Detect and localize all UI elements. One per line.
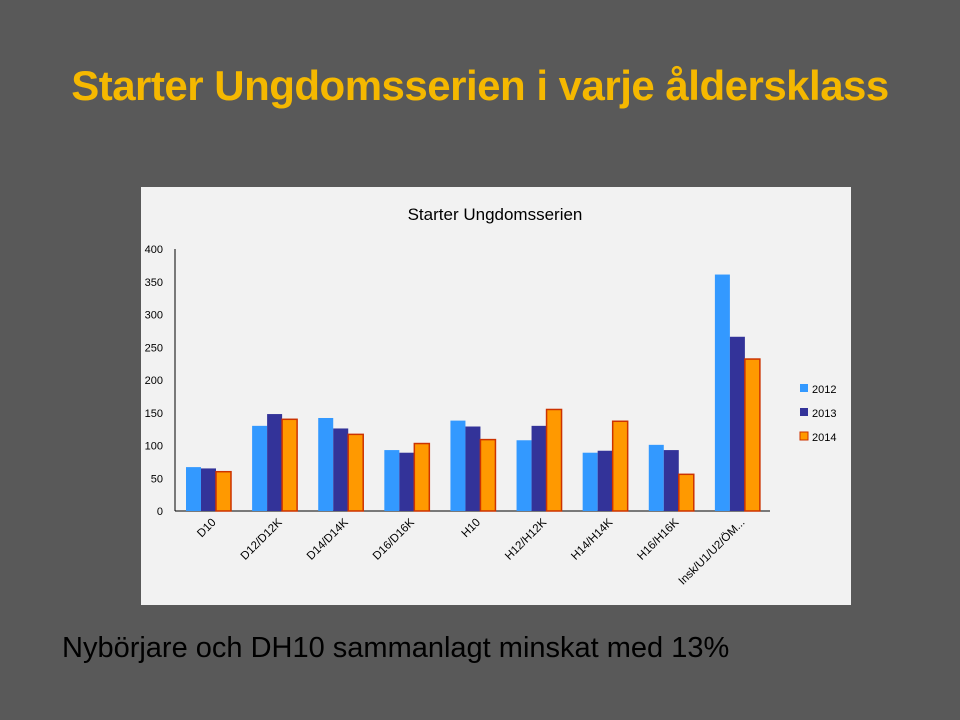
y-tick-label: 150 bbox=[145, 408, 163, 420]
x-tick-label: H10 bbox=[460, 517, 483, 540]
y-tick-label: 250 bbox=[145, 342, 163, 354]
bar-2012 bbox=[648, 444, 664, 511]
bar-2012 bbox=[318, 417, 334, 511]
y-tick-label: 350 bbox=[145, 277, 163, 289]
bar-2014 bbox=[744, 358, 761, 512]
bar-2014 bbox=[611, 420, 629, 512]
x-tick-label: D10 bbox=[195, 517, 218, 540]
bar-2012 bbox=[582, 452, 598, 511]
bar-chart: Starter Ungdomsserien 0 50 100 150 200 250 300… bbox=[145, 205, 837, 587]
x-tick-label: D16/D16K bbox=[371, 516, 417, 562]
bar-2012 bbox=[516, 440, 532, 511]
bar-2013 bbox=[201, 468, 216, 511]
chart-title: Starter Ungdomsserien bbox=[408, 205, 583, 224]
bar-2013 bbox=[597, 450, 613, 511]
bar-2013 bbox=[531, 425, 547, 511]
bar-2013 bbox=[333, 428, 349, 511]
bars bbox=[186, 274, 761, 512]
bar-2012 bbox=[186, 467, 201, 511]
bar-2012 bbox=[384, 450, 400, 511]
bar-2014 bbox=[215, 470, 232, 512]
bar-2012 bbox=[252, 425, 268, 511]
bar-2013 bbox=[267, 414, 283, 511]
bar-2013 bbox=[729, 336, 745, 511]
slide-title: Starter Ungdomsserien i varje åldersklas… bbox=[71, 62, 889, 109]
bar-2013 bbox=[663, 450, 679, 511]
x-tick-label: D12/D12K bbox=[239, 516, 285, 562]
y-tick-label: 50 bbox=[151, 473, 163, 485]
bar-2013 bbox=[399, 452, 415, 511]
x-tick-label: H12/H12K bbox=[503, 516, 549, 562]
legend-swatch-2014 bbox=[799, 431, 809, 441]
x-tick-label: H14/H14K bbox=[569, 516, 615, 562]
legend-label-2014: 2014 bbox=[812, 432, 836, 444]
y-tick-label: 100 bbox=[145, 441, 163, 453]
legend: 2012 2013 2014 bbox=[799, 384, 836, 444]
bar-2014 bbox=[545, 408, 563, 512]
chart-area: Starter Ungdomsserien 0 50 100 150 200 250 300… bbox=[141, 187, 851, 605]
legend-swatch-2013 bbox=[800, 408, 808, 416]
bar-2014 bbox=[413, 442, 431, 512]
bar-2013 bbox=[465, 426, 481, 511]
legend-label-2012: 2012 bbox=[812, 384, 836, 396]
legend-swatch-2012 bbox=[800, 384, 808, 392]
y-tick-label: 400 bbox=[145, 244, 163, 256]
bar-2014 bbox=[347, 433, 364, 512]
y-tick-label: 300 bbox=[145, 310, 163, 322]
bar-2014 bbox=[678, 473, 695, 512]
y-tick-label: 0 bbox=[157, 506, 163, 518]
bar-2014 bbox=[281, 418, 298, 512]
slide-caption: Nybörjare och DH10 sammanlagt minskat me… bbox=[62, 632, 730, 664]
legend-label-2013: 2013 bbox=[812, 408, 836, 420]
x-axis: D10 D12/D12K D14/D14K D16/D16K H10 H12/H12K H1… bbox=[195, 516, 747, 587]
bar-2014 bbox=[479, 438, 497, 512]
y-tick-label: 200 bbox=[145, 375, 163, 387]
bar-2012 bbox=[450, 420, 466, 511]
x-tick-label: H16/H16K bbox=[635, 516, 681, 562]
x-tick-label: Insk/U1/U2/ÖM... bbox=[677, 517, 748, 588]
x-tick-label: D14/D14K bbox=[305, 516, 351, 562]
bar-2012 bbox=[714, 274, 730, 511]
